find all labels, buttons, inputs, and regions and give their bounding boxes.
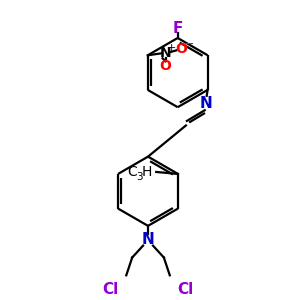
Text: Cl: Cl: [178, 282, 194, 297]
Text: H: H: [141, 165, 152, 179]
Text: N: N: [142, 232, 154, 247]
Text: F: F: [172, 21, 183, 36]
Text: Cl: Cl: [102, 282, 119, 297]
Text: O: O: [176, 42, 187, 56]
Text: 3: 3: [136, 172, 143, 182]
Text: +: +: [167, 44, 176, 53]
Text: O: O: [160, 59, 172, 73]
Text: C: C: [128, 165, 137, 179]
Text: N: N: [199, 96, 212, 111]
Text: N: N: [160, 46, 171, 60]
Text: −: −: [184, 38, 194, 51]
